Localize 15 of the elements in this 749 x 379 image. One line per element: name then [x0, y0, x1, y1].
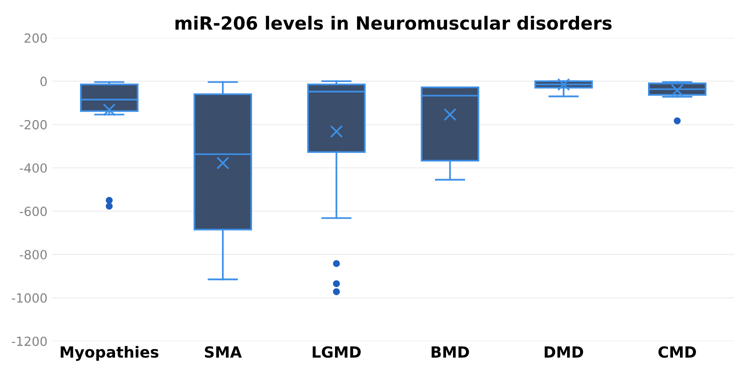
- y-tick-label: -200: [20, 120, 47, 130]
- y-tick-label: -800: [20, 250, 47, 260]
- x-tick-label: SMA: [204, 346, 242, 358]
- y-tick-label: -1200: [12, 336, 47, 346]
- chart-title: miR-206 levels in Neuromuscular disorders: [176, 16, 612, 30]
- x-tick-label: BMD: [432, 346, 469, 358]
- y-tick-label: -400: [20, 163, 47, 173]
- y-tick-label: 200: [24, 33, 47, 43]
- y-tick-label: 0: [40, 76, 47, 86]
- x-tick-label: Myopathies: [60, 346, 158, 361]
- x-tick-label: DMD: [544, 346, 584, 358]
- y-tick-label: -600: [20, 206, 47, 216]
- x-tick-label: LGMD: [312, 346, 361, 358]
- y-tick-label: -1000: [12, 293, 47, 303]
- x-tick-label: CMD: [658, 346, 696, 358]
